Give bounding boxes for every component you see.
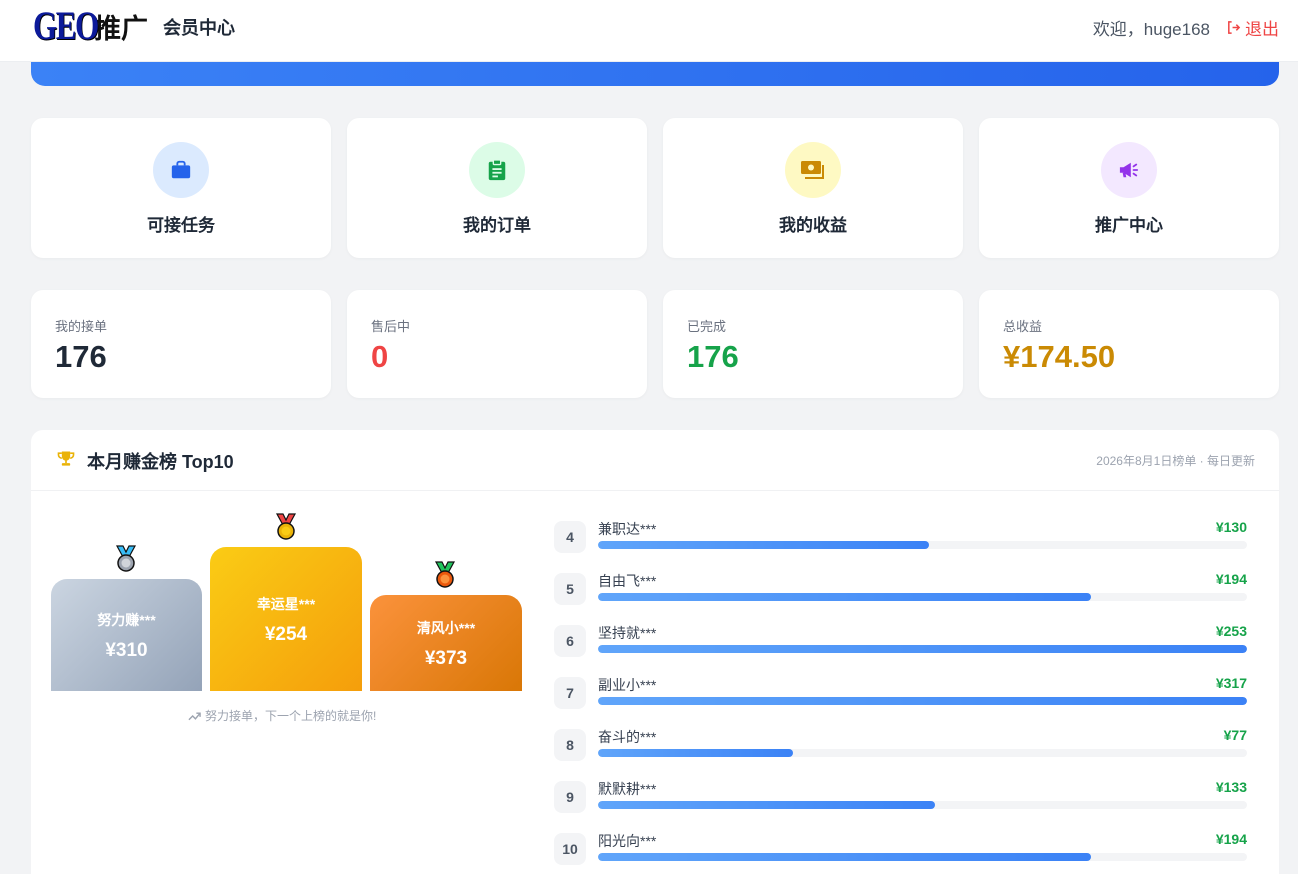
rank-name: 默默耕*** <box>598 781 657 797</box>
rank-progress-track <box>598 541 1247 549</box>
money-icon <box>785 142 841 198</box>
rank-name: 奋斗的*** <box>598 729 657 745</box>
rank-amount: ¥77 <box>1223 727 1247 743</box>
quick-card-label: 可接任务 <box>147 216 215 235</box>
rank-row[interactable]: 9 默默耕*** ¥133 <box>554 779 1247 813</box>
silver-medal-icon <box>115 545 137 572</box>
megaphone-icon <box>1101 142 1157 198</box>
stat-label: 总收益 <box>1003 319 1043 334</box>
rank-name: 自由飞*** <box>598 573 657 589</box>
stat-value: 0 <box>371 339 389 374</box>
gold-medal-icon <box>275 513 297 540</box>
rank-amount: ¥194 <box>1215 831 1247 847</box>
podium-amount: ¥373 <box>424 648 468 669</box>
rank-amount: ¥194 <box>1215 571 1247 587</box>
rank-progress-track <box>598 853 1247 861</box>
podium-name: 幸运星*** <box>256 596 316 612</box>
quick-card-orders[interactable]: 我的订单 <box>347 118 647 258</box>
rank-amount: ¥317 <box>1215 675 1247 691</box>
rank-amount: ¥130 <box>1215 519 1247 535</box>
rank-number: 9 <box>554 781 586 813</box>
page-title: 会员中心 <box>163 18 235 38</box>
rank-amount: ¥253 <box>1215 623 1247 639</box>
rank-number: 6 <box>554 625 586 657</box>
podium-first[interactable]: 幸运星*** ¥254 <box>210 547 362 691</box>
stat-after-sales[interactable]: 售后中 0 <box>347 290 647 398</box>
logout-icon <box>1228 21 1241 34</box>
bronze-medal-icon <box>434 561 456 588</box>
trophy-icon <box>57 451 75 466</box>
rank-row[interactable]: 7 副业小*** ¥317 <box>554 675 1247 709</box>
rank-number: 7 <box>554 677 586 709</box>
rank-progress-fill <box>598 749 793 757</box>
rank-number: 8 <box>554 729 586 761</box>
rank-row[interactable]: 10 阳光向*** ¥194 <box>554 831 1247 865</box>
header-banner <box>31 62 1279 86</box>
rank-progress-fill <box>598 697 1247 705</box>
motto-label: 努力接单，下一个上榜的就是你! <box>205 709 377 723</box>
rank-number: 5 <box>554 573 586 605</box>
clipboard-icon <box>469 142 525 198</box>
stat-label: 售后中 <box>371 319 411 334</box>
rank-name: 坚持就*** <box>598 625 657 641</box>
leaderboard-title: 本月赚金榜 Top10 <box>87 452 234 472</box>
podium-name: 清风小*** <box>416 620 476 636</box>
rank-name: 副业小*** <box>598 677 657 693</box>
rank-progress-track <box>598 801 1247 809</box>
rank-row[interactable]: 4 兼职达*** ¥130 <box>554 519 1247 553</box>
logout-button[interactable]: 退出 <box>1226 15 1279 40</box>
quick-card-tasks[interactable]: 可接任务 <box>31 118 331 258</box>
rank-progress-track <box>598 697 1247 705</box>
quick-card-promotion[interactable]: 推广中心 <box>979 118 1279 258</box>
stat-completed[interactable]: 已完成 176 <box>663 290 963 398</box>
rank-progress-track <box>598 593 1247 601</box>
logo[interactable]: GEO 推广 <box>33 6 148 46</box>
stat-label: 已完成 <box>687 319 727 334</box>
logo-sub: 推广 <box>94 14 148 44</box>
rank-progress-fill <box>598 593 1092 601</box>
logo-main: GEO <box>33 3 99 48</box>
logout-label: 退出 <box>1245 20 1279 39</box>
briefcase-icon <box>153 142 209 198</box>
podium-amount: ¥310 <box>105 640 148 661</box>
rank-progress-fill <box>598 853 1092 861</box>
rank-progress-fill <box>598 645 1247 653</box>
rank-row[interactable]: 6 坚持就*** ¥253 <box>554 623 1247 657</box>
stat-label: 我的接单 <box>55 319 108 334</box>
rank-name: 兼职达*** <box>598 521 657 537</box>
rank-progress-fill <box>598 541 929 549</box>
rank-amount: ¥133 <box>1215 779 1247 795</box>
stat-my-orders[interactable]: 我的接单 176 <box>31 290 331 398</box>
rank-progress-track <box>598 645 1247 653</box>
rank-row[interactable]: 5 自由飞*** ¥194 <box>554 571 1247 605</box>
top-header: GEO 推广 会员中心 欢迎，huge168 退出 <box>0 0 1298 62</box>
rank-number: 10 <box>554 833 586 865</box>
quick-card-label: 我的订单 <box>463 216 531 235</box>
stat-value: 176 <box>687 339 739 374</box>
trending-up-icon <box>188 712 201 720</box>
welcome-text: 欢迎，huge168 <box>1092 20 1210 39</box>
podium-second[interactable]: 努力赚*** ¥310 <box>51 579 202 691</box>
quick-card-earnings[interactable]: 我的收益 <box>663 118 963 258</box>
leaderboard-panel: 本月赚金榜 Top10 2026年8月1日榜单 · 每日更新 努力赚*** ¥3… <box>31 430 1279 874</box>
podium-amount: ¥254 <box>264 624 308 645</box>
stat-value: ¥174.50 <box>1003 339 1116 374</box>
motto-text: 努力接单，下一个上榜的就是你! <box>188 707 376 724</box>
rank-number: 4 <box>554 521 586 553</box>
podium-third[interactable]: 清风小*** ¥373 <box>370 595 522 691</box>
rank-row[interactable]: 8 奋斗的*** ¥77 <box>554 727 1247 761</box>
rank-progress-track <box>598 749 1247 757</box>
quick-card-label: 我的收益 <box>779 216 847 235</box>
quick-card-label: 推广中心 <box>1095 216 1163 235</box>
stat-total-earnings[interactable]: 总收益 ¥174.50 <box>979 290 1279 398</box>
leaderboard-header: 本月赚金榜 Top10 2026年8月1日榜单 · 每日更新 <box>31 430 1279 491</box>
rank-name: 阳光向*** <box>598 833 657 849</box>
leaderboard-subtitle: 2026年8月1日榜单 · 每日更新 <box>1096 454 1255 468</box>
rank-progress-fill <box>598 801 936 809</box>
podium-name: 努力赚*** <box>97 612 156 628</box>
stat-value: 176 <box>55 339 107 374</box>
